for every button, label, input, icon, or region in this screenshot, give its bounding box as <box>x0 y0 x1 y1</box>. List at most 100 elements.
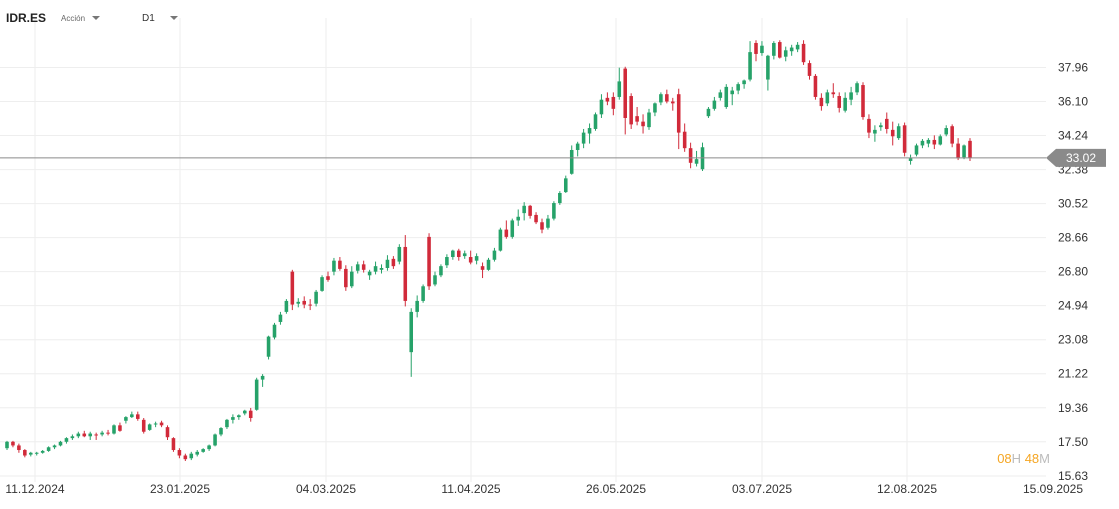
candle-body <box>439 266 443 276</box>
candle <box>242 409 247 416</box>
candle-body <box>944 128 949 135</box>
candle-body <box>135 414 140 419</box>
candle-body <box>581 132 586 144</box>
date-tick-label: 12.08.2025 <box>877 482 937 496</box>
candle <box>534 212 538 225</box>
timeframe-dropdown-icon[interactable] <box>170 16 178 20</box>
candle-body <box>558 192 562 204</box>
candle-body <box>225 419 229 428</box>
candle-body <box>843 97 847 111</box>
candle-body <box>760 45 764 54</box>
candle <box>427 233 431 290</box>
candle-body <box>159 422 164 426</box>
candle-body <box>920 140 925 146</box>
candle-body <box>766 55 770 80</box>
candle-body <box>183 455 188 460</box>
candle <box>254 377 259 411</box>
candle <box>647 108 651 130</box>
candle <box>890 121 895 146</box>
timeframe-selector[interactable]: D1 <box>142 13 155 24</box>
candle-body <box>189 453 194 459</box>
current-price-line: 33.02 <box>0 148 1106 167</box>
price-tick-label: 37.96 <box>1058 60 1088 74</box>
candle <box>40 450 45 454</box>
candle-countdown: 08H 48M <box>997 451 1050 466</box>
price-tick-label: 30.52 <box>1058 197 1088 211</box>
candle-body <box>314 291 318 304</box>
candle-body <box>861 85 865 118</box>
price-tick-label: 28.66 <box>1058 231 1088 245</box>
candle-body <box>789 47 794 52</box>
candle-body <box>338 260 342 269</box>
candle-body <box>141 419 146 432</box>
candle <box>843 92 847 113</box>
candle-body <box>896 126 901 139</box>
candle <box>397 244 402 265</box>
candle-body <box>177 450 182 456</box>
candle <box>34 451 39 456</box>
candle-body <box>88 433 93 437</box>
candle-body <box>688 148 693 163</box>
candle <box>409 308 414 377</box>
candle-body <box>629 96 633 125</box>
candle <box>296 298 301 308</box>
candle <box>284 299 289 314</box>
candle-body <box>165 427 170 438</box>
candle <box>373 261 378 275</box>
candle-body <box>676 94 681 133</box>
candle <box>896 123 901 140</box>
candle <box>11 440 15 448</box>
candle-body <box>956 143 960 159</box>
candle-body <box>94 434 98 436</box>
candle-body <box>932 139 937 145</box>
candle-body <box>76 433 81 437</box>
candle-body <box>195 451 200 455</box>
candle-body <box>742 80 746 85</box>
candle <box>124 416 128 424</box>
candle <box>272 322 277 340</box>
time-axis[interactable]: 11.12.2024 23.01.2025 04.03.2025 11.04.2025… <box>5 482 1083 496</box>
countdown-hours: 08 <box>997 451 1012 466</box>
candle-body <box>534 214 538 223</box>
candle <box>130 411 134 419</box>
candle-body <box>278 314 283 322</box>
candle <box>944 125 949 137</box>
candle-body <box>486 259 491 270</box>
candle <box>456 248 461 261</box>
candle <box>706 107 711 118</box>
candle-body <box>153 423 158 425</box>
candle <box>100 430 104 437</box>
candle-body <box>415 300 419 312</box>
candle-body <box>11 441 15 446</box>
candle-body <box>403 246 408 301</box>
candle-body <box>231 417 235 420</box>
candle <box>225 418 229 429</box>
candle <box>403 235 408 307</box>
candle <box>902 122 907 157</box>
candle-body <box>712 100 717 109</box>
candle-body <box>522 205 526 214</box>
symbol-name[interactable]: IDR.ES <box>6 11 47 25</box>
candle <box>112 424 116 435</box>
countdown-minutes-unit: M <box>1039 451 1050 466</box>
candle-body <box>641 121 645 127</box>
candle <box>968 138 972 161</box>
candle <box>807 60 812 80</box>
candle-body <box>837 96 842 108</box>
candle-body <box>433 275 437 285</box>
candle <box>23 449 27 458</box>
symbol-dropdown-icon[interactable] <box>92 16 100 20</box>
candle-body <box>445 257 449 266</box>
candle <box>52 444 57 450</box>
price-axis[interactable]: 15.63 17.50 19.36 21.22 23.08 24.94 26.80 28.66… <box>1058 60 1088 483</box>
candle-body <box>617 81 622 97</box>
candle-body <box>290 271 295 305</box>
candle-body <box>801 43 806 63</box>
candle <box>486 257 491 271</box>
candle-body <box>480 266 485 270</box>
candle-body <box>783 50 788 57</box>
candle <box>688 142 693 169</box>
date-tick-label: 03.07.2025 <box>732 482 792 496</box>
